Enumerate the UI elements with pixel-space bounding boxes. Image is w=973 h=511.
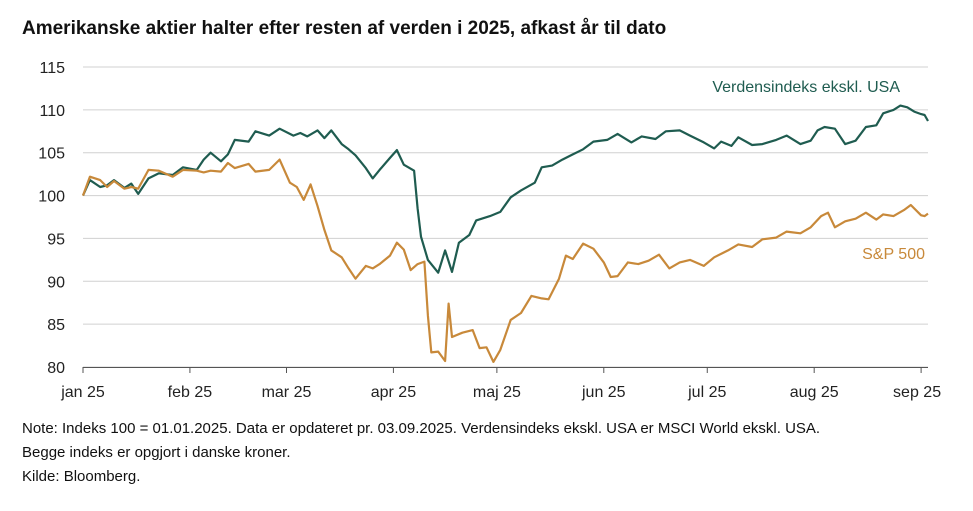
note-line-1: Note: Indeks 100 = 01.01.2025. Data er o… (22, 420, 821, 437)
y-tick-label: 105 (38, 146, 65, 163)
y-tick-label: 85 (47, 317, 65, 334)
y-axis: 80 85 90 95 100 105 110 115 (38, 60, 65, 377)
series-label-sp500: S&P 500 (862, 246, 925, 263)
grid-lines (83, 66, 928, 368)
x-tick-label: jun 25 (581, 384, 626, 401)
x-tick-label: jul 25 (687, 384, 726, 401)
x-tick-label: feb 25 (168, 384, 213, 401)
note-line-2: Begge indeks er opgjort i danske kroner. (22, 444, 291, 461)
source-line: Kilde: Bloomberg. (22, 468, 141, 485)
x-axis: jan 25 feb 25 mar 25 apr 25 maj 25 jun 25 jul … (60, 367, 941, 401)
chart-notes: Note: Indeks 100 = 01.01.2025. Data er o… (22, 417, 820, 489)
series-label-world-ex-usa: Verdensindeks ekskl. USA (712, 79, 900, 96)
y-tick-label: 110 (39, 103, 65, 120)
series-lines (81, 104, 929, 363)
x-tick-label: sep 25 (893, 384, 941, 401)
line-chart: 80 85 90 95 100 105 110 115 jan 25 feb 25 mar 25 a… (38, 60, 941, 401)
series-line-world-ex-usa (81, 104, 929, 274)
y-tick-label: 90 (47, 274, 65, 291)
x-tick-label: jan 25 (60, 384, 105, 401)
y-tick-label: 100 (38, 189, 65, 206)
y-tick-label: 115 (39, 60, 65, 77)
chart-title: Amerikanske aktier halter efter resten a… (22, 18, 667, 39)
y-tick-label: 80 (47, 360, 65, 377)
y-tick-label: 95 (47, 231, 65, 248)
x-tick-label: mar 25 (262, 384, 312, 401)
x-tick-label: apr 25 (371, 384, 416, 401)
series-line-sp500 (81, 158, 929, 363)
x-tick-label: maj 25 (473, 384, 521, 401)
x-tick-label: aug 25 (790, 384, 839, 401)
